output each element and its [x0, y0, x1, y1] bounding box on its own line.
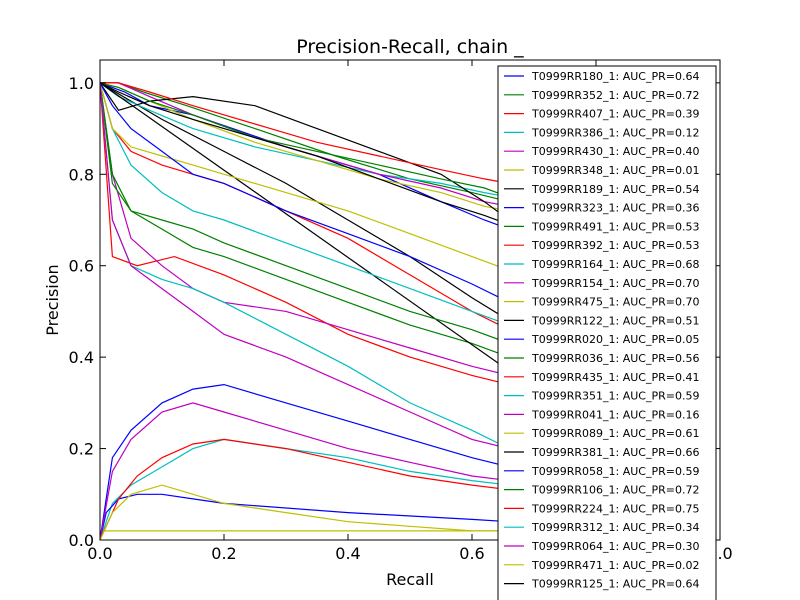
plot-frame — [99, 59, 721, 541]
legend-label-1: T0999RR352_1: AUC_PR=0.72 — [531, 89, 699, 102]
series-line-15 — [100, 82, 510, 344]
series-line-26 — [100, 484, 510, 540]
legend-label-22: T0999RR106_1: AUC_PR=0.72 — [531, 484, 699, 497]
chart-title: Precision-Recall, chain _ — [296, 36, 524, 58]
series-line-2 — [100, 82, 510, 386]
series-line-18 — [100, 402, 510, 540]
legend-label-18: T0999RR041_1: AUC_PR=0.16 — [531, 408, 699, 421]
legend-label-5: T0999RR348_1: AUC_PR=0.01 — [531, 164, 699, 177]
legend-label-16: T0999RR435_1: AUC_PR=0.41 — [531, 371, 699, 384]
legend: T0999RR180_1: AUC_PR=0.64 T0999RR352_1: A… — [497, 65, 717, 600]
legend-label-11: T0999RR154_1: AUC_PR=0.70 — [531, 277, 699, 290]
series-line-7 — [100, 383, 510, 540]
series-line-9 — [100, 82, 510, 331]
y-tick-label: 0.8 — [69, 165, 94, 184]
legend-label-17: T0999RR351_1: AUC_PR=0.59 — [531, 390, 699, 403]
series-line-25 — [100, 82, 510, 450]
legend-label-6: T0999RR189_1: AUC_PR=0.54 — [531, 183, 699, 196]
legend-label-26: T0999RR471_1: AUC_PR=0.02 — [531, 559, 699, 572]
legend-label-12: T0999RR475_1: AUC_PR=0.70 — [531, 296, 699, 309]
legend-label-20: T0999RR381_1: AUC_PR=0.66 — [531, 446, 699, 459]
series-line-23 — [100, 82, 510, 184]
legend-label-24: T0999RR312_1: AUC_PR=0.34 — [531, 521, 699, 534]
x-tick-label: 0.2 — [211, 544, 236, 563]
series-line-27 — [100, 82, 510, 226]
legend-label-2: T0999RR407_1: AUC_PR=0.39 — [531, 108, 699, 121]
x-tick-label: 0.6 — [459, 544, 484, 563]
series-line-14 — [100, 493, 510, 540]
legend-label-23: T0999RR224_1: AUC_PR=0.75 — [531, 502, 699, 515]
x-axis-title: Recall — [386, 570, 434, 589]
plot-area — [100, 82, 510, 540]
legend-label-19: T0999RR089_1: AUC_PR=0.61 — [531, 427, 699, 440]
series-line-6 — [100, 82, 510, 322]
legend-label-8: T0999RR491_1: AUC_PR=0.53 — [531, 220, 699, 233]
y-tick-label: 0.0 — [69, 531, 94, 550]
legend-label-9: T0999RR392_1: AUC_PR=0.53 — [531, 239, 699, 252]
series-line-19 — [100, 82, 510, 271]
legend-label-27: T0999RR125_1: AUC_PR=0.64 — [531, 578, 699, 591]
series-line-17 — [100, 82, 510, 326]
legend-label-0: T0999RR180_1: AUC_PR=0.64 — [531, 70, 699, 83]
y-tick-label: 0.6 — [69, 257, 94, 276]
series-line-16 — [100, 438, 510, 540]
series-line-22 — [100, 82, 510, 198]
series-line-1 — [100, 82, 510, 203]
legend-label-13: T0999RR122_1: AUC_PR=0.51 — [531, 314, 699, 327]
legend-label-7: T0999RR323_1: AUC_PR=0.36 — [531, 202, 699, 215]
y-axis-title: Precision — [43, 264, 62, 335]
y-tick-label: 0.2 — [69, 440, 94, 459]
legend-label-25: T0999RR064_1: AUC_PR=0.30 — [531, 540, 699, 553]
legend-box — [497, 65, 717, 600]
legend-label-14: T0999RR020_1: AUC_PR=0.05 — [531, 333, 699, 346]
legend-label-3: T0999RR386_1: AUC_PR=0.12 — [531, 126, 699, 139]
legend-label-21: T0999RR058_1: AUC_PR=0.59 — [531, 465, 699, 478]
x-tick-label: 0.4 — [335, 544, 360, 563]
series-line-8 — [100, 82, 510, 358]
x-tick-label: 0.0 — [87, 544, 112, 563]
series-line-21 — [100, 82, 510, 303]
legend-label-10: T0999RR164_1: AUC_PR=0.68 — [531, 258, 699, 271]
legend-label-4: T0999RR430_1: AUC_PR=0.40 — [531, 145, 699, 158]
series-line-13 — [100, 82, 510, 372]
y-tick-label: 0.4 — [69, 348, 94, 367]
legend-label-15: T0999RR036_1: AUC_PR=0.56 — [531, 352, 699, 365]
series-line-3 — [100, 438, 510, 540]
y-tick-label: 1.0 — [69, 74, 94, 93]
series-line-20 — [100, 82, 510, 221]
